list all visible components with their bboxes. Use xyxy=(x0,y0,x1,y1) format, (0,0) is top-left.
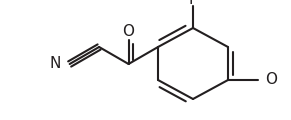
Text: N: N xyxy=(49,57,61,72)
Text: F: F xyxy=(189,0,197,6)
Text: O: O xyxy=(265,72,277,87)
Text: O: O xyxy=(123,24,134,39)
